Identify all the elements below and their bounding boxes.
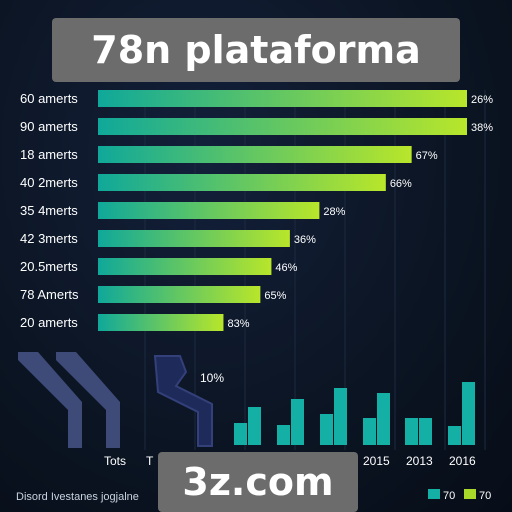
bar-value-label: 26%: [471, 94, 493, 106]
bar-series-2: [248, 407, 261, 445]
category-label: 35 4merts: [20, 203, 78, 218]
left-axis-label-partial: T: [146, 454, 154, 468]
bar: [98, 174, 386, 191]
bar-series-2: [462, 382, 475, 445]
bottom-caption: Disord Ivestanes jogjalne: [16, 491, 139, 503]
category-label: 60 amerts: [20, 91, 78, 106]
annotation-label: 10%: [200, 371, 224, 385]
bar-series-2: [377, 393, 390, 445]
vertical-bar-chart: 10% 2015 2013 2016 Tots T Disord Ivestanes jog…: [16, 371, 491, 503]
bar-value-label: 65%: [264, 290, 286, 302]
category-label: 90 amerts: [20, 119, 78, 134]
bar-series-2: [419, 418, 432, 445]
title-banner: 78n plataforma: [52, 18, 460, 82]
domain-label: 3z.com: [182, 460, 334, 504]
legend-swatch-teal: [428, 489, 440, 499]
bar-series-1: [234, 423, 247, 445]
bar-value-label: 36%: [294, 234, 316, 246]
category-label: 78 Amerts: [20, 287, 79, 302]
bar-value-label: 46%: [275, 262, 297, 274]
bar-series-1: [405, 418, 418, 445]
x-tick-label: 2016: [449, 454, 476, 468]
x-tick-label: 2013: [406, 454, 433, 468]
bar-series-1: [320, 414, 333, 445]
legend-label: 70: [443, 490, 455, 502]
legend-swatch-lime: [464, 489, 476, 499]
category-label: 18 amerts: [20, 147, 78, 162]
category-label: 20.5merts: [20, 259, 78, 274]
chevron-shape: [18, 352, 82, 448]
bar-value-label: 67%: [416, 150, 438, 162]
bar-value-label: 66%: [390, 178, 412, 190]
bar: [98, 146, 412, 163]
bar-series-1: [363, 418, 376, 445]
bar: [98, 286, 261, 303]
category-label: 42 3merts: [20, 231, 78, 246]
bar: [98, 314, 224, 331]
bar-value-label: 38%: [471, 122, 493, 134]
chevron-shape: [153, 355, 213, 447]
chevron-decoration: [18, 352, 213, 448]
bar-series-2: [291, 399, 304, 445]
bar-series-1: [448, 426, 461, 445]
bar-value-label: 83%: [227, 318, 249, 330]
left-axis-label: Tots: [104, 454, 126, 468]
domain-banner: 3z.com: [158, 452, 358, 512]
category-label: 20 amerts: [20, 315, 78, 330]
bar-series-1: [277, 425, 290, 445]
page-title: 78n plataforma: [91, 28, 421, 72]
horizontal-bar-chart: 60 amerts 26% 90 amerts 38% 18 amerts 67% 40 2…: [20, 90, 493, 331]
bar: [98, 258, 272, 275]
bar-series-2: [334, 388, 347, 445]
chevron-shape: [56, 352, 120, 448]
legend-label: 70: [479, 490, 491, 502]
category-label: 40 2merts: [20, 175, 78, 190]
bar: [98, 230, 290, 247]
bar: [98, 202, 320, 219]
bar-value-label: 28%: [323, 206, 345, 218]
x-tick-label: 2015: [363, 454, 390, 468]
bar: [98, 90, 467, 107]
bar: [98, 118, 467, 135]
